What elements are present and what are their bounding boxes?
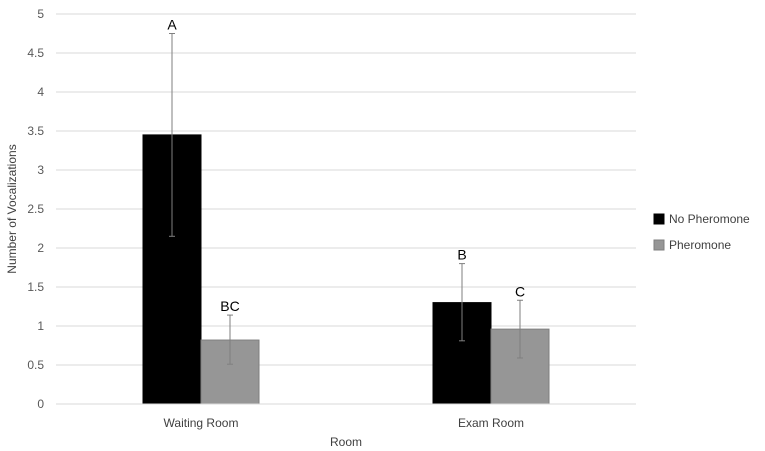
x-axis-title: Room	[330, 435, 362, 449]
y-tick-label: 0.5	[27, 358, 44, 372]
significance-label: C	[515, 283, 525, 299]
bars	[142, 134, 550, 405]
y-tick-label: 1.5	[27, 280, 44, 294]
legend-swatch	[653, 239, 665, 251]
y-tick-label: 2	[37, 241, 44, 255]
y-tick-label: 3	[37, 163, 44, 177]
y-tick-label: 5	[37, 7, 44, 21]
y-tick-label: 4	[37, 85, 44, 99]
y-tick-label: 3.5	[27, 124, 44, 138]
y-tick-label: 0	[37, 397, 44, 411]
significance-label: B	[457, 247, 466, 263]
y-axis-title: Number of Vocalizations	[5, 144, 19, 273]
significance-label: BC	[220, 298, 239, 314]
legend-label: Pheromone	[669, 238, 731, 252]
legend: No Pheromone Pheromone	[653, 212, 750, 252]
x-axis-categories: Waiting Room Exam Room	[164, 416, 524, 430]
significance-label: A	[167, 17, 177, 33]
error-bars	[169, 33, 523, 365]
y-tick-label: 4.5	[27, 46, 44, 60]
y-axis-ticks: 0 0.5 1 1.5 2 2.5 3 3.5 4 4.5 5	[27, 7, 44, 411]
y-tick-label: 1	[37, 319, 44, 333]
legend-label: No Pheromone	[669, 212, 750, 226]
legend-swatch	[653, 213, 665, 225]
y-tick-label: 2.5	[27, 202, 44, 216]
x-category-label: Exam Room	[458, 416, 524, 430]
x-category-label: Waiting Room	[164, 416, 239, 430]
